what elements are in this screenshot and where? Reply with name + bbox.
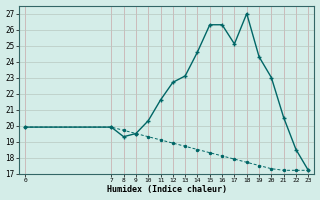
X-axis label: Humidex (Indice chaleur): Humidex (Indice chaleur)	[107, 185, 227, 194]
